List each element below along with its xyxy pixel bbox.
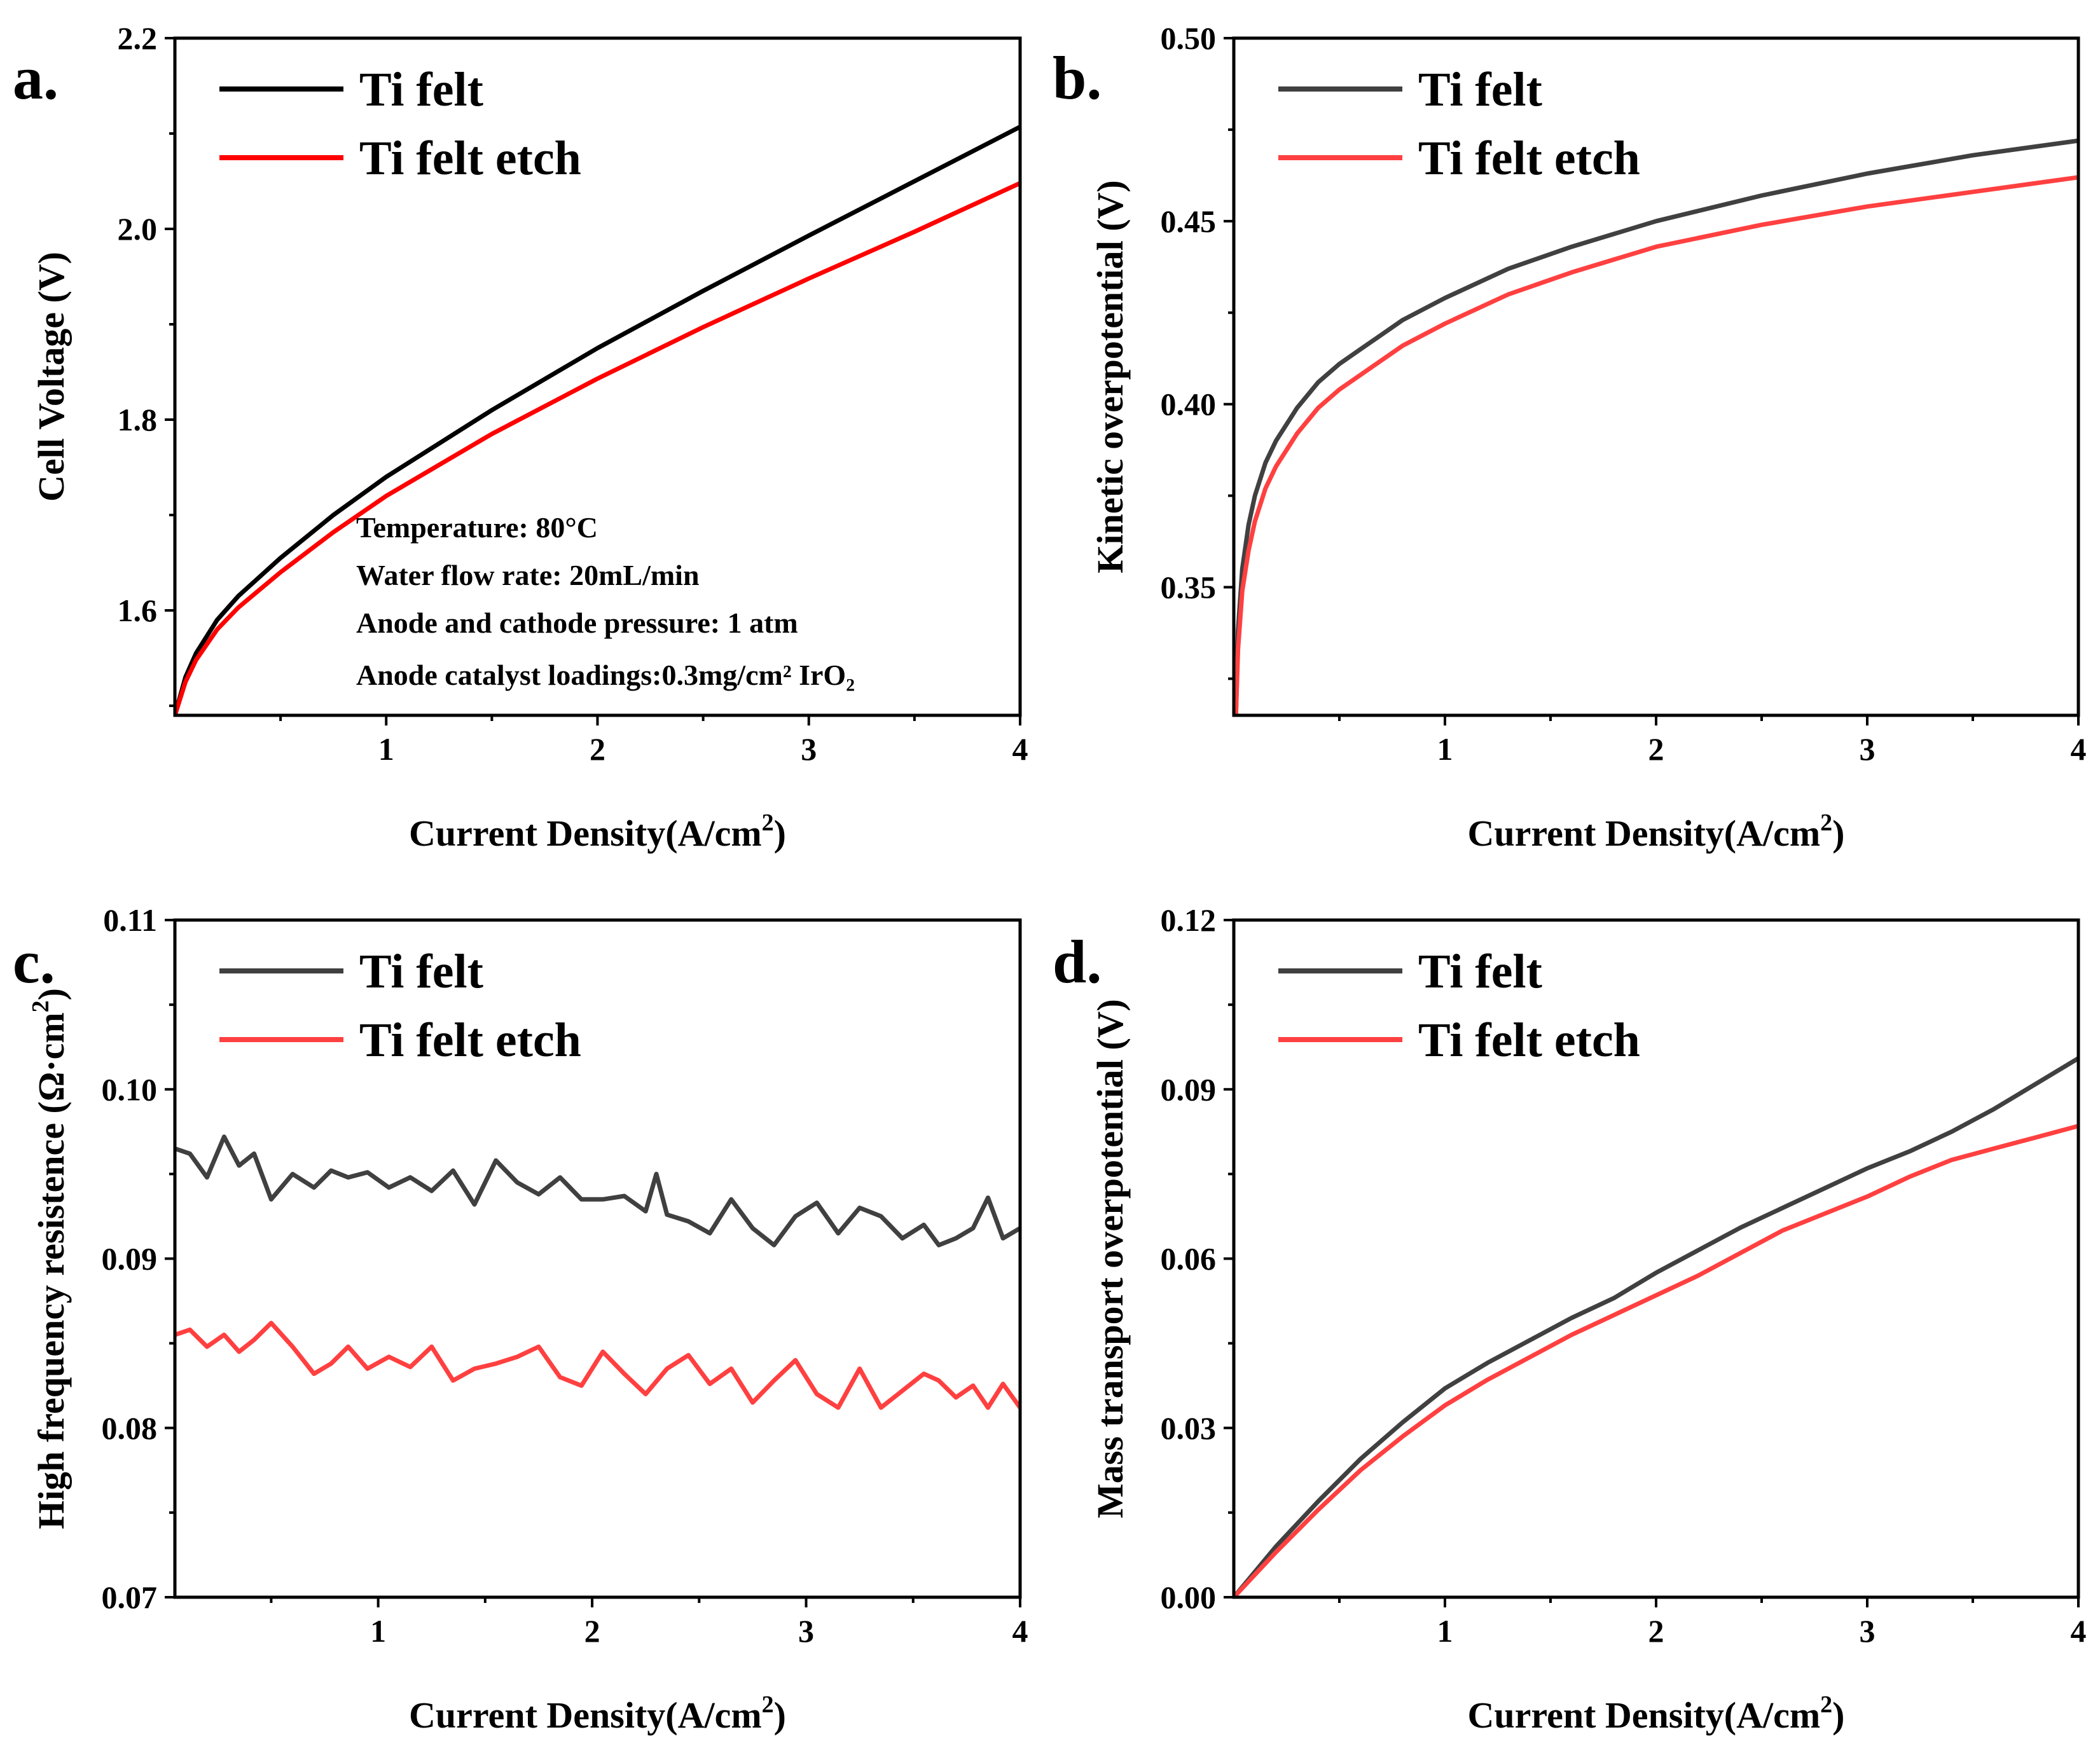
y-axis-title-end: ) bbox=[31, 988, 72, 1000]
series-line-ti-felt-etch bbox=[175, 181, 1020, 715]
legend: Ti felt Ti felt etch bbox=[1278, 945, 1640, 1067]
series-line-ti-felt bbox=[1234, 138, 2078, 715]
y-tick-label: 0.45 bbox=[1161, 203, 1217, 239]
plot-frame bbox=[173, 918, 1022, 1599]
legend: Ti felt Ti felt etch bbox=[219, 63, 581, 185]
legend-label: Ti felt bbox=[359, 63, 483, 116]
series-line-ti-felt-etch bbox=[1234, 175, 2078, 715]
y-tick-label: 0.07 bbox=[102, 1579, 158, 1615]
series-line-ti-felt-etch bbox=[175, 1321, 1020, 1410]
legend-label: Ti felt bbox=[1418, 63, 1542, 116]
panel-label: c. bbox=[13, 928, 55, 996]
y-tick-label: 0.35 bbox=[1161, 570, 1217, 605]
y-tick-label: 0.12 bbox=[1161, 902, 1217, 938]
x-tick-label: 1 bbox=[1437, 731, 1453, 767]
x-tick-label: 3 bbox=[1860, 731, 1875, 767]
x-tick-label: 4 bbox=[1012, 1613, 1028, 1649]
y-tick-label: 0.50 bbox=[1161, 20, 1217, 56]
x-tick-label: 2 bbox=[590, 731, 605, 767]
x-axis-title-end: ) bbox=[774, 813, 786, 854]
plot-frame bbox=[1232, 918, 2080, 1599]
series-line-ti-felt bbox=[175, 1134, 1020, 1248]
legend-label: Ti felt etch bbox=[359, 132, 581, 185]
series-line-ti-felt-etch bbox=[1234, 1124, 2078, 1597]
x-tick-label: 2 bbox=[584, 1613, 600, 1649]
panel-label: a. bbox=[13, 44, 59, 112]
legend-label: Ti felt bbox=[359, 945, 483, 998]
y-tick-label: 1.8 bbox=[118, 402, 158, 437]
x-tick-label: 4 bbox=[2071, 1613, 2087, 1649]
panel-label: b. bbox=[1053, 44, 1102, 112]
y-axis-title: High frequency resistence (Ω·cm2) bbox=[27, 988, 72, 1529]
y-tick-label: 0.11 bbox=[103, 902, 157, 938]
x-tick-label: 3 bbox=[1860, 1613, 1875, 1649]
x-axis-title-sup: 2 bbox=[1820, 809, 1832, 836]
y-tick-label: 0.08 bbox=[102, 1410, 158, 1446]
x-axis-title-end: ) bbox=[774, 1695, 786, 1736]
y-tick-label: 0.40 bbox=[1161, 387, 1217, 422]
condition-text: Anode and cathode pressure: 1 atm bbox=[356, 607, 798, 639]
y-tick-label: 2.0 bbox=[118, 211, 158, 247]
legend: Ti felt Ti felt etch bbox=[1278, 63, 1640, 185]
y-axis-title: Mass transport overpotential (V) bbox=[1089, 999, 1131, 1518]
legend-label: Ti felt bbox=[1418, 945, 1542, 998]
x-axis-title-sup: 2 bbox=[762, 1691, 774, 1718]
legend-label: Ti felt etch bbox=[1418, 132, 1640, 185]
legend: Ti felt Ti felt etch bbox=[219, 945, 581, 1067]
y-axis-title-text: High frequency resistence (Ω·cm bbox=[31, 1012, 72, 1529]
y-axis-title: Kinetic overpotential (V) bbox=[1089, 180, 1131, 574]
y-axis-title-sup: 2 bbox=[27, 1000, 54, 1012]
x-tick-label: 4 bbox=[1012, 731, 1028, 767]
condition-text: Temperature: 80°C bbox=[356, 511, 598, 544]
panel-b: b. 1 2 3 4 0.35 0.40 0.45 0.50 Current Density(A/… bbox=[1053, 20, 2087, 854]
x-axis-title-end: ) bbox=[1832, 813, 1844, 854]
panel-c: c. 1 2 3 4 0.07 0.08 0.09 0.10 0.11 Current Densit… bbox=[13, 902, 1028, 1736]
legend-label: Ti felt etch bbox=[359, 1014, 581, 1067]
x-tick-label: 2 bbox=[1648, 731, 1664, 767]
panel-label: d. bbox=[1053, 928, 1102, 996]
legend-label: Ti felt etch bbox=[1418, 1014, 1640, 1067]
x-tick-label: 1 bbox=[370, 1613, 386, 1649]
y-tick-label: 0.09 bbox=[102, 1241, 158, 1277]
x-axis-title-text: Current Density(A/cm bbox=[1468, 1695, 1821, 1736]
experiment-conditions: Temperature: 80°C Water flow rate: 20mL/m… bbox=[356, 511, 855, 691]
x-axis-title: Current Density(A/cm2) bbox=[409, 1691, 786, 1736]
y-tick-label: 0.10 bbox=[102, 1071, 158, 1107]
y-tick-label: 0.06 bbox=[1161, 1241, 1217, 1277]
x-axis-title-text: Current Density(A/cm bbox=[409, 813, 762, 854]
y-axis-title-text: Mass transport overpotential (V) bbox=[1089, 999, 1131, 1518]
y-tick-label: 2.2 bbox=[118, 20, 158, 56]
x-tick-label: 4 bbox=[2071, 731, 2087, 767]
x-tick-label: 1 bbox=[378, 731, 394, 767]
y-tick-label: 1.6 bbox=[118, 593, 158, 628]
condition-text: Water flow rate: 20mL/min bbox=[356, 559, 700, 591]
x-axis-title: Current Density(A/cm2) bbox=[1468, 1691, 1845, 1736]
x-tick-label: 1 bbox=[1437, 1613, 1453, 1649]
y-axis-title-text: Cell Voltage (V) bbox=[31, 252, 72, 502]
y-tick-label: 0.00 bbox=[1161, 1579, 1217, 1615]
y-tick-label: 0.03 bbox=[1161, 1410, 1217, 1446]
x-axis-title-text: Current Density(A/cm bbox=[409, 1695, 762, 1736]
x-axis-title-end: ) bbox=[1832, 1695, 1844, 1736]
panel-d: d. 1 2 3 4 0.00 0.03 0.06 0.09 0.12 Current Densit… bbox=[1053, 902, 2087, 1736]
x-axis-title: Current Density(A/cm2) bbox=[409, 809, 786, 854]
x-axis-title: Current Density(A/cm2) bbox=[1468, 809, 1845, 854]
series-line-ti-felt bbox=[1234, 1055, 2078, 1597]
x-tick-label: 2 bbox=[1648, 1613, 1664, 1649]
y-tick-label: 0.09 bbox=[1161, 1071, 1217, 1107]
x-axis-title-sup: 2 bbox=[1820, 1691, 1832, 1718]
y-axis-title-text: Kinetic overpotential (V) bbox=[1089, 180, 1131, 574]
y-axis-title: Cell Voltage (V) bbox=[31, 252, 72, 502]
x-axis-title-sup: 2 bbox=[762, 809, 774, 836]
x-axis-title-text: Current Density(A/cm bbox=[1468, 813, 1821, 854]
x-tick-label: 3 bbox=[798, 1613, 814, 1649]
x-tick-label: 3 bbox=[801, 731, 817, 767]
series-line-ti-felt bbox=[175, 125, 1020, 715]
condition-text: Anode catalyst loadings:0.3mg/cm² IrO₂ bbox=[356, 659, 855, 691]
